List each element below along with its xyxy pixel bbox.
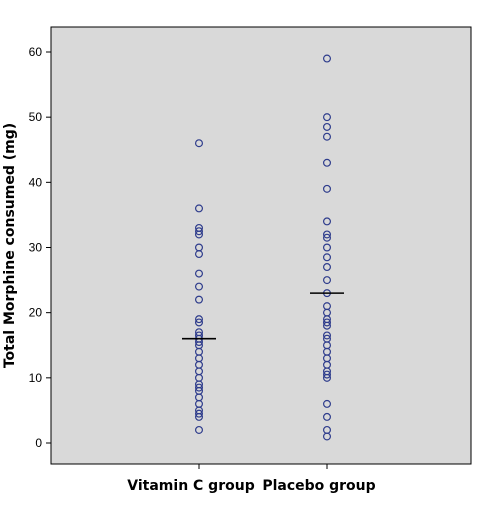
data-point — [323, 331, 332, 340]
data-point — [195, 269, 204, 278]
data-point — [195, 227, 204, 236]
y-tick-label: 20 — [29, 306, 43, 320]
data-point — [195, 204, 204, 213]
data-point — [323, 54, 332, 63]
data-point — [323, 184, 332, 193]
data-point — [195, 282, 204, 291]
y-tick-label: 40 — [29, 175, 43, 189]
data-point — [323, 321, 332, 330]
data-point — [323, 253, 332, 262]
x-category-label: Placebo group — [262, 478, 375, 494]
data-point — [195, 250, 204, 259]
data-point — [323, 243, 332, 252]
data-point — [323, 113, 332, 122]
data-point — [195, 412, 204, 421]
y-tick-label: 50 — [29, 110, 43, 124]
data-point — [195, 425, 204, 434]
data-point — [323, 276, 332, 285]
y-tick-label: 10 — [29, 371, 43, 385]
data-point — [195, 315, 204, 324]
x-axis-categories: Vitamin C group Placebo group — [127, 464, 376, 494]
data-point — [195, 139, 204, 148]
y-axis-ticks: 0 10 20 30 40 50 60 — [29, 45, 51, 450]
data-point — [323, 370, 332, 379]
y-tick-label: 60 — [29, 45, 43, 59]
x-category-label: Vitamin C group — [127, 478, 254, 494]
data-points — [195, 54, 332, 441]
y-tick-label: 0 — [35, 436, 42, 450]
data-point — [195, 230, 204, 239]
data-point — [323, 158, 332, 167]
data-point — [323, 373, 332, 382]
y-axis-title: Total Morphine consumed (mg) — [2, 123, 18, 368]
data-point — [323, 230, 332, 239]
data-point — [323, 233, 332, 242]
data-point — [323, 132, 332, 141]
data-point — [195, 383, 204, 392]
data-point — [195, 295, 204, 304]
plot-area — [50, 26, 472, 465]
data-point — [323, 122, 332, 131]
data-point — [323, 217, 332, 226]
data-point — [195, 409, 204, 418]
data-point — [323, 399, 332, 408]
data-point — [323, 412, 332, 421]
median-lines — [182, 292, 344, 340]
data-point — [323, 318, 332, 327]
y-tick-label: 30 — [29, 241, 43, 255]
data-point — [323, 432, 332, 441]
data-point — [195, 318, 204, 327]
data-point — [323, 263, 332, 272]
